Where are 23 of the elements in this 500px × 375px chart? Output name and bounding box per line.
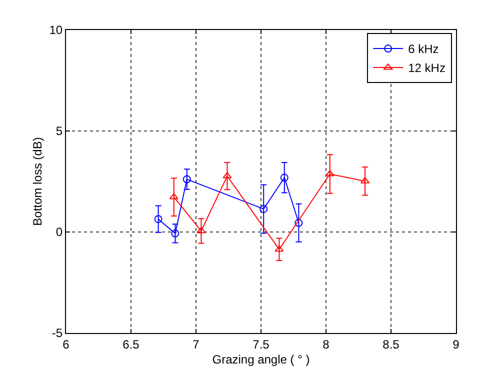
x-tick-label: 8.5 — [382, 337, 400, 352]
y-tick-label: -5 — [52, 326, 63, 340]
point — [274, 245, 284, 252]
point — [154, 215, 162, 224]
point — [280, 174, 288, 182]
point — [171, 229, 180, 238]
y-tick-label: 5 — [56, 124, 63, 138]
x-tick-label: 6.5 — [122, 337, 140, 352]
y-axis-title: Bottom loss (dB) — [30, 137, 45, 226]
legend-label: 6 kHz — [408, 42, 439, 56]
point — [196, 226, 206, 234]
y-tick-label: 0 — [56, 225, 63, 240]
point — [294, 218, 303, 227]
x-tick-label: 9 — [452, 337, 460, 352]
x-axis-title: Grazing angle ( ° ) — [212, 352, 310, 366]
point — [182, 175, 191, 184]
x-tick-label: 6 — [62, 337, 70, 352]
y-tick-label: 10 — [49, 23, 63, 38]
x-tick-label: 7.5 — [252, 337, 270, 352]
x-tick-label: 7 — [192, 337, 200, 352]
point — [260, 204, 268, 213]
x-tick-label: 8 — [322, 337, 330, 352]
legend-label: 12 kHz — [408, 61, 446, 76]
